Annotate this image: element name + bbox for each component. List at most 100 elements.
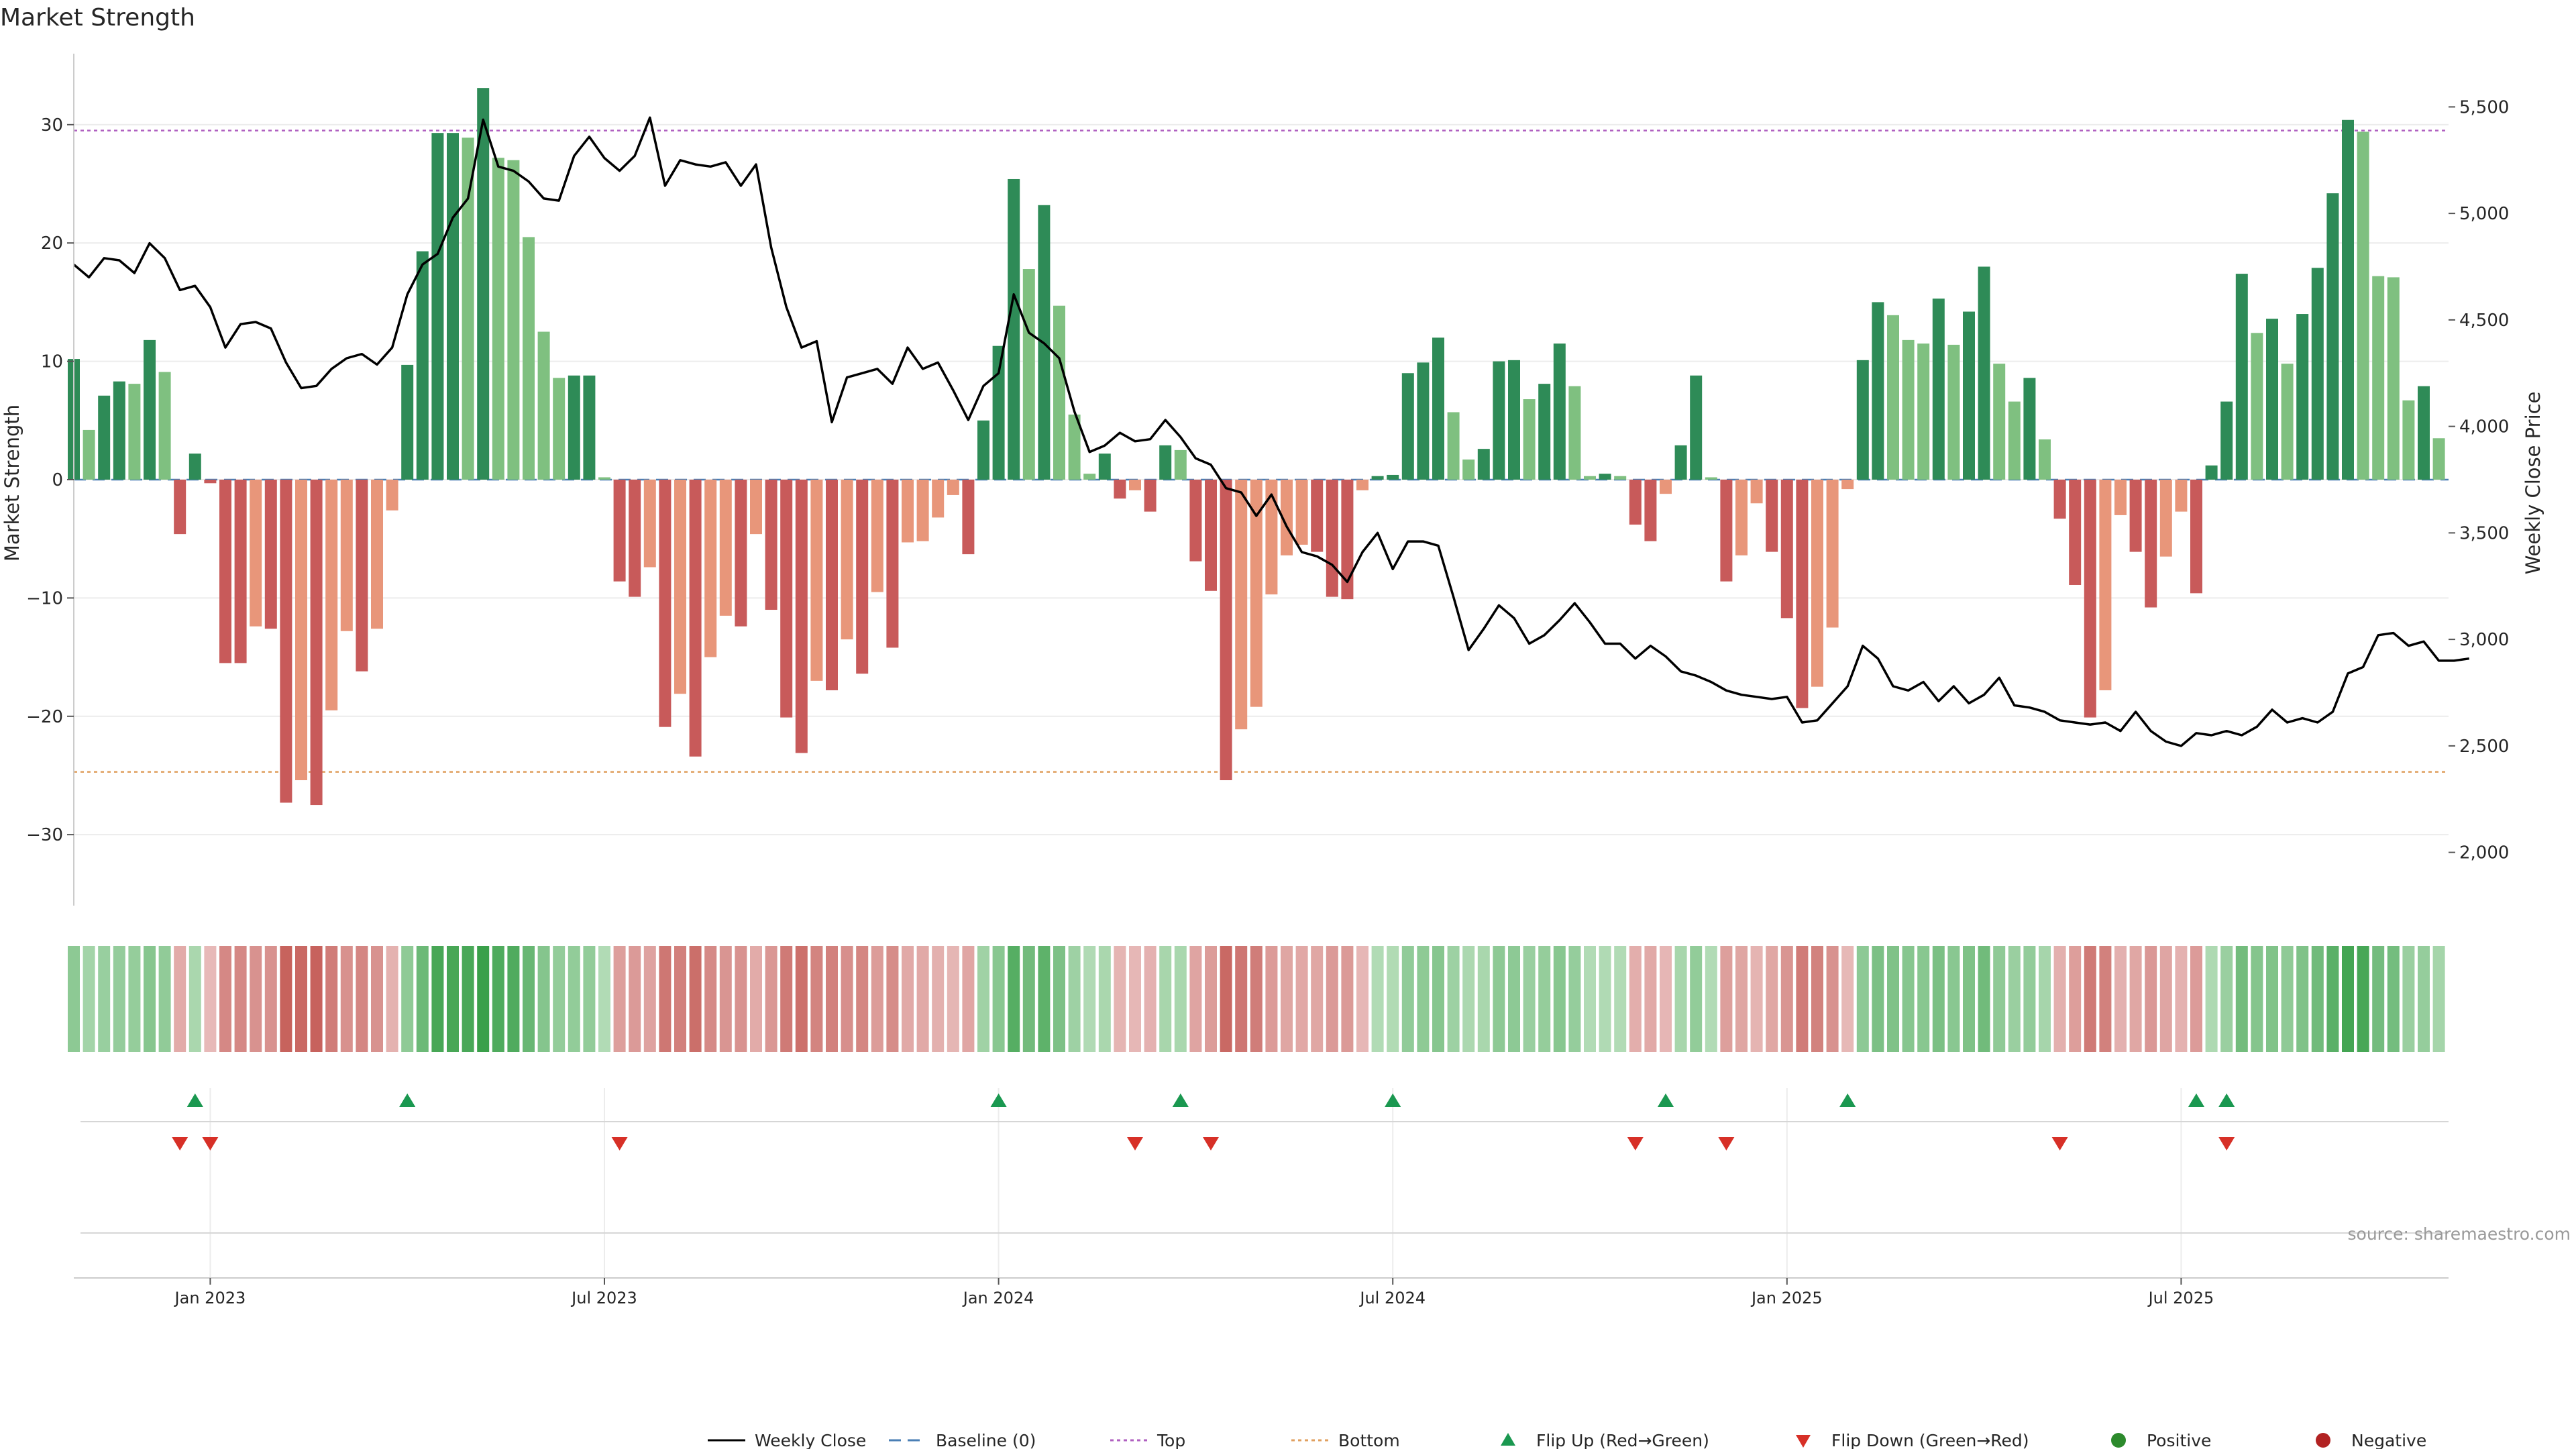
x-tick-label: Jan 2025: [1750, 1289, 1823, 1307]
strength-bar: [568, 375, 580, 480]
strength-bar: [2023, 378, 2036, 480]
strength-bar: [719, 480, 732, 616]
strength-bar: [2099, 480, 2112, 690]
strength-bar: [1220, 480, 1232, 781]
strength-bar: [1356, 480, 1368, 490]
heat-cell: [1038, 946, 1051, 1052]
heat-cell: [1705, 946, 1717, 1052]
heat-cell: [1159, 946, 1172, 1052]
heat-cell: [477, 946, 490, 1052]
strength-bar: [1493, 361, 1505, 480]
strength-bar: [1796, 480, 1809, 708]
heat-cell: [916, 946, 929, 1052]
strength-bar: [1523, 399, 1536, 480]
strength-bar: [2418, 386, 2430, 480]
strength-bar: [1417, 362, 1430, 480]
legend: Weekly Close Baseline (0) Top Bottom Flip Up…: [708, 1431, 2426, 1449]
strength-bar: [1129, 480, 1141, 490]
heat-cell: [1735, 946, 1748, 1052]
heat-cell: [371, 946, 383, 1052]
strength-bar: [1189, 480, 1202, 561]
strength-bar: [310, 480, 323, 806]
strength-bar: [992, 345, 1005, 480]
strength-bar: [856, 480, 869, 674]
heat-cell: [2039, 946, 2051, 1052]
right-tick-label: 4,500: [2459, 311, 2509, 331]
axes: −30 −20 −10 0 10 20 30 2,000 2,500 3,000 3,500 4,00…: [26, 54, 2509, 1307]
flip-up-marker: [1839, 1093, 1856, 1107]
heat-cell: [2387, 946, 2400, 1052]
strength-bar: [765, 480, 777, 610]
heat-cell: [1462, 946, 1475, 1052]
strength-bar: [1387, 474, 1399, 480]
heat-cell: [2099, 946, 2112, 1052]
strength-bar: [1311, 480, 1324, 552]
strength-bar: [977, 420, 989, 480]
strength-bar: [2145, 480, 2157, 608]
heat-cell: [1584, 946, 1596, 1052]
strength-bar: [629, 480, 641, 597]
strength-bar: [1811, 480, 1823, 687]
weekly-close-line: [72, 116, 2470, 747]
x-tick-label: Jan 2023: [174, 1289, 246, 1307]
right-tick-label: 2,000: [2459, 843, 2509, 863]
strength-bar: [2402, 400, 2415, 480]
legend-label: Weekly Close: [755, 1431, 866, 1449]
heat-cell: [2372, 946, 2385, 1052]
strength-bar: [2251, 333, 2263, 480]
heat-cell: [2205, 946, 2218, 1052]
right-tick-label: 3,000: [2459, 630, 2509, 650]
legend-item: Negative: [2316, 1431, 2426, 1449]
strength-bar: [1887, 315, 1899, 480]
legend-item: Top: [1110, 1431, 1185, 1449]
heat-cell: [2251, 946, 2263, 1052]
heat-cell: [1826, 946, 1839, 1052]
legend-label: Baseline (0): [936, 1431, 1036, 1449]
heat-cell: [2402, 946, 2415, 1052]
strength-bar: [1690, 375, 1703, 480]
strength-bar: [2069, 480, 2082, 585]
left-tick-label: 0: [52, 470, 63, 490]
heat-cell: [1523, 946, 1536, 1052]
heat-cell: [1417, 946, 1430, 1052]
strength-bar: [1326, 480, 1338, 597]
heat-cell: [1189, 946, 1202, 1052]
strength-bar: [1978, 266, 1990, 480]
heat-cell: [1614, 946, 1627, 1052]
heat-cell: [977, 946, 989, 1052]
strength-bar: [553, 378, 566, 480]
strength-bar: [2008, 401, 2021, 480]
strength-bar: [735, 480, 747, 627]
strength-bar: [2342, 119, 2354, 480]
heat-cell: [280, 946, 292, 1052]
strength-bar: [83, 429, 95, 480]
heat-cell: [2129, 946, 2142, 1052]
heat-cell: [643, 946, 656, 1052]
strength-bar: [1235, 480, 1248, 730]
strength-bar: [234, 480, 247, 663]
strength-bar: [204, 480, 217, 484]
heat-cell: [2175, 946, 2188, 1052]
heat-cell: [401, 946, 414, 1052]
right-tick-label: 3,500: [2459, 523, 2509, 543]
legend-label: Bottom: [1338, 1431, 1400, 1449]
heat-cell: [1174, 946, 1187, 1052]
strength-bar: [1462, 460, 1475, 480]
strength-bar: [371, 480, 383, 629]
heat-cell: [992, 946, 1005, 1052]
strength-bar: [2311, 268, 2324, 480]
strength-bar: [2190, 480, 2202, 594]
strength-bar: [1568, 386, 1581, 480]
heat-cell: [219, 946, 231, 1052]
x-tick-label: Jul 2024: [1358, 1289, 1426, 1307]
heat-cell: [340, 946, 353, 1052]
strength-bar: [841, 480, 853, 640]
flip-down-marker: [2051, 1137, 2068, 1150]
strength-bar: [2235, 274, 2248, 480]
strength-bar: [1508, 360, 1520, 480]
flip-up-marker: [2218, 1093, 2235, 1107]
heat-cell: [1841, 946, 1854, 1052]
strength-bar: [2039, 439, 2051, 480]
heat-cell: [295, 946, 307, 1052]
